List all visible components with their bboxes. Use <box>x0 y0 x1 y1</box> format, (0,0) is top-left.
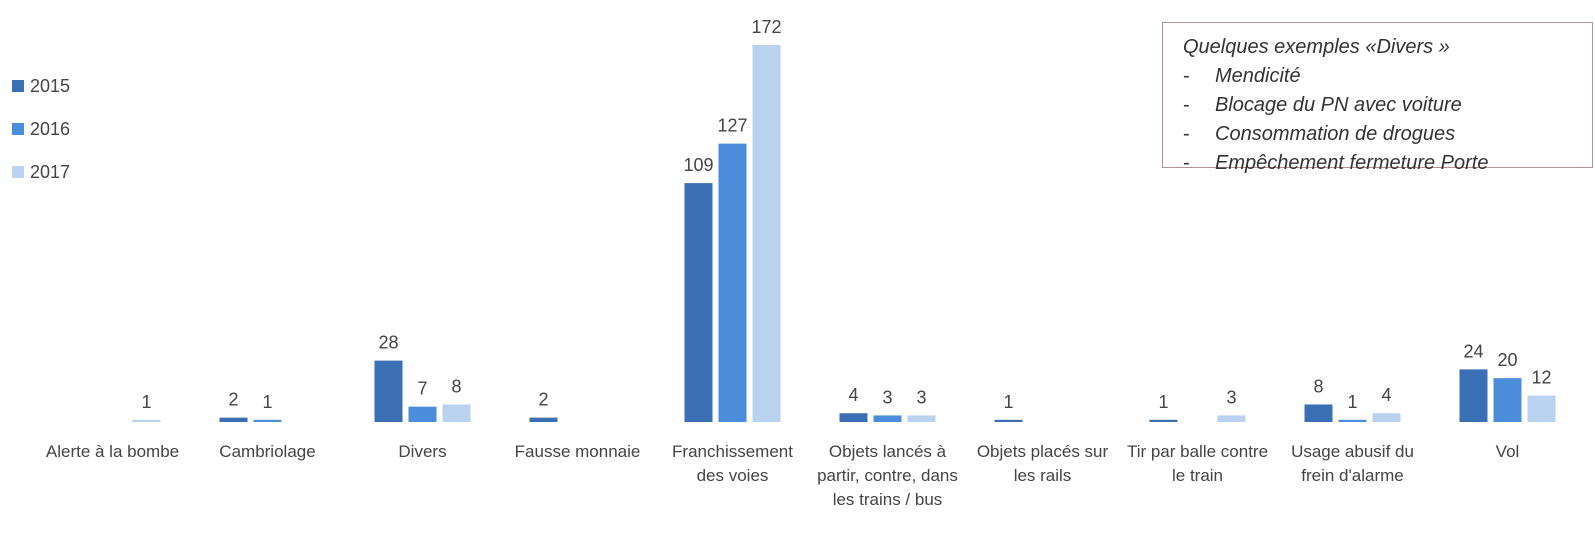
bar <box>718 143 747 422</box>
bar <box>684 183 713 422</box>
bar <box>1217 415 1246 422</box>
annotation-item: Mendicité <box>1183 62 1592 91</box>
value-label: 4 <box>848 385 858 405</box>
legend-label: 2015 <box>30 76 70 96</box>
value-label: 109 <box>683 155 713 175</box>
annotation-title: Quelques exemples «Divers » <box>1183 36 1450 58</box>
bar <box>374 360 403 422</box>
annotation-item: Empêchement fermeture Porte <box>1183 149 1592 178</box>
bar <box>873 415 902 422</box>
bar <box>529 417 558 422</box>
bar <box>1372 413 1401 422</box>
x-tick-label: Vol <box>1495 442 1520 461</box>
annotation-item: Consommation de drogues <box>1183 120 1592 149</box>
bar <box>1459 369 1488 422</box>
bar <box>994 419 1023 422</box>
legend-swatch <box>12 123 24 135</box>
value-label: 7 <box>417 379 427 399</box>
bar <box>1493 378 1522 422</box>
value-label: 3 <box>882 387 892 407</box>
value-label: 2 <box>538 390 548 410</box>
value-label: 127 <box>717 116 747 136</box>
x-tick-label: Objets lancés à partir, contre, dans les… <box>817 442 958 509</box>
x-tick-label: Alerte à la bombe <box>45 442 180 461</box>
bar <box>132 419 161 422</box>
annotation-item: Blocage du PN avec voiture <box>1183 91 1592 120</box>
bar <box>1149 419 1178 422</box>
value-label: 1 <box>1347 392 1357 412</box>
x-tick-label: Franchissement des voies <box>672 442 793 485</box>
value-label: 3 <box>1226 387 1236 407</box>
x-tick-label: Cambriolage <box>219 442 316 461</box>
value-label: 8 <box>1313 376 1323 396</box>
bar <box>219 417 248 422</box>
annotation-box: Quelques exemples «Divers » MendicitéBlo… <box>1162 22 1593 174</box>
value-label: 4 <box>1381 385 1391 405</box>
bar <box>253 419 282 422</box>
bar <box>442 404 471 422</box>
value-label: 1 <box>141 392 151 412</box>
value-label: 24 <box>1463 341 1483 361</box>
x-tick-label: Objets placés sur les rails <box>976 442 1109 485</box>
value-label: 8 <box>451 376 461 396</box>
bar <box>1338 419 1367 422</box>
bar <box>1527 395 1556 422</box>
x-tick-label: Tir par balle contre le train <box>1126 442 1269 485</box>
bar <box>1304 404 1333 422</box>
bar <box>408 406 437 422</box>
value-label: 2 <box>228 390 238 410</box>
value-label: 1 <box>1158 392 1168 412</box>
bar <box>752 45 781 422</box>
value-label: 1 <box>262 392 272 412</box>
bar <box>839 413 868 422</box>
value-label: 1 <box>1003 392 1013 412</box>
legend-swatch <box>12 80 24 92</box>
value-label: 172 <box>751 17 781 37</box>
x-tick-label: Divers <box>398 442 447 461</box>
legend-swatch <box>12 166 24 178</box>
x-tick-label: Usage abusif du frein d'alarme <box>1291 442 1414 485</box>
value-label: 28 <box>378 333 398 353</box>
legend-label: 2016 <box>30 119 70 139</box>
bar <box>907 415 936 422</box>
x-tick-label: Fausse monnaie <box>514 442 641 461</box>
value-label: 3 <box>916 387 926 407</box>
legend-label: 2017 <box>30 162 70 182</box>
value-label: 20 <box>1497 350 1517 370</box>
value-label: 12 <box>1531 368 1551 388</box>
